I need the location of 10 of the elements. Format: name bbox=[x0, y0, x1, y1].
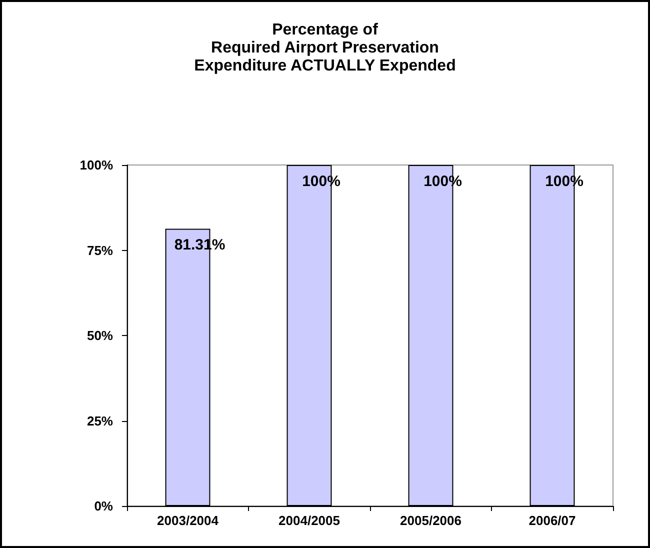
y-tick-label: 75% bbox=[86, 242, 114, 258]
x-tick-label: 2006/07 bbox=[528, 513, 576, 528]
y-tick-label: 0% bbox=[94, 498, 114, 514]
x-tick-label: 2003/2004 bbox=[157, 513, 220, 528]
y-tick-label: 100% bbox=[80, 158, 114, 172]
y-tick-label: 50% bbox=[86, 328, 114, 343]
x-tick-label: 2004/2005 bbox=[278, 513, 340, 528]
x-tick-label: 2005/2006 bbox=[400, 513, 462, 528]
chart-title: Percentage of Required Airport Preservation Expenditure ACTUALLY Expended bbox=[194, 22, 456, 74]
y-tick-label: 25% bbox=[86, 413, 114, 428]
